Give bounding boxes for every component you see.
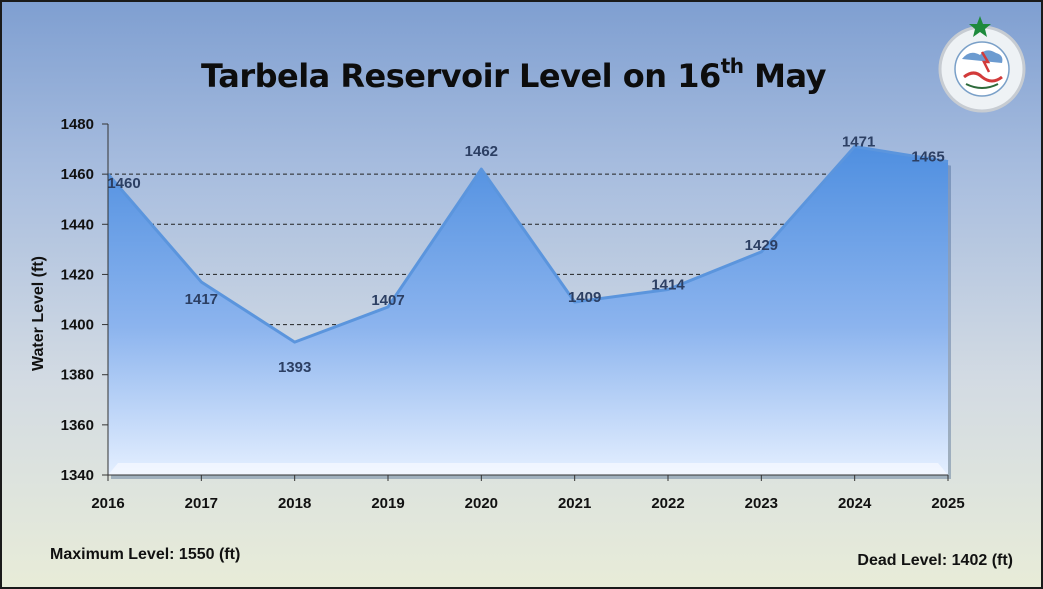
x-tick-label: 2020 [465, 495, 498, 512]
chart-title-tail: May [743, 57, 826, 95]
chart-title-main: Tarbela Reservoir Level on 16 [201, 57, 721, 95]
x-tick-label: 2025 [931, 495, 964, 512]
dead-level-note: Dead Level: 1402 (ft) [857, 552, 1013, 569]
data-label: 1471 [842, 134, 875, 151]
area-floor [108, 463, 948, 475]
data-label: 1414 [651, 276, 685, 293]
chart-title-superscript: th [720, 54, 744, 78]
area-top-line [106, 145, 949, 344]
y-tick-label: 1340 [61, 467, 94, 484]
x-tick-label: 2023 [745, 495, 778, 512]
y-tick-label: 1360 [61, 417, 94, 434]
area-series [108, 146, 948, 476]
x-tick-label: 2016 [91, 495, 124, 512]
pmd-logo-icon [938, 16, 1026, 113]
data-label: 1393 [278, 359, 311, 376]
y-axis-title: Water Level (ft) [30, 256, 47, 371]
x-tick-label: 2021 [558, 495, 591, 512]
x-tick-label: 2024 [838, 495, 872, 512]
data-label: 1460 [107, 175, 140, 192]
y-tick-label: 1380 [61, 367, 94, 384]
y-tick-label: 1400 [61, 317, 94, 334]
data-label: 1417 [185, 291, 218, 308]
data-label: 1462 [465, 143, 498, 160]
maximum-level-note: Maximum Level: 1550 (ft) [50, 546, 241, 563]
data-label: 1407 [371, 292, 404, 309]
y-tick-label: 1460 [61, 166, 94, 183]
x-tick-label: 2018 [278, 495, 311, 512]
x-tick-label: 2019 [371, 495, 404, 512]
data-label: 1409 [568, 289, 601, 306]
x-tick-label: 2017 [185, 495, 218, 512]
y-tick-label: 1420 [61, 266, 94, 283]
y-tick-label: 1480 [61, 116, 94, 133]
data-label: 1429 [745, 237, 778, 254]
x-tick-label: 2022 [651, 495, 684, 512]
data-label: 1465 [911, 149, 944, 166]
y-tick-label: 1440 [61, 216, 94, 233]
chart-title: Tarbela Reservoir Level on 16th May [2, 54, 1025, 95]
